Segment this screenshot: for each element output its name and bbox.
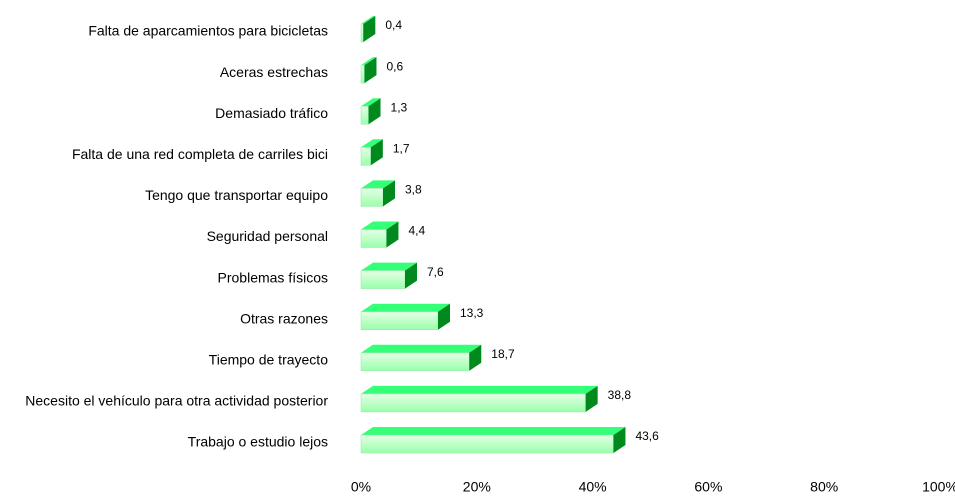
y-tick-label: Falta de aparcamientos para bicicletas (88, 23, 328, 39)
bar (360, 139, 383, 166)
x-tick-label: 40% (579, 479, 607, 495)
bar (360, 385, 598, 413)
x-tick-label: 100% (922, 479, 955, 495)
bar (360, 221, 399, 248)
bar-front (360, 64, 365, 84)
value-label: 7,6 (427, 265, 444, 279)
bar-front (360, 311, 439, 330)
bar-top (361, 427, 626, 435)
bar-front (360, 188, 384, 207)
bar-front (360, 105, 369, 125)
value-label: 43,6 (635, 429, 659, 443)
bar-top (361, 262, 418, 271)
bar (360, 180, 396, 207)
value-label: 1,7 (393, 141, 410, 155)
bar (360, 303, 451, 330)
bar-side (386, 221, 399, 248)
x-tick-label: 0% (351, 479, 371, 495)
bar-side (383, 180, 396, 207)
bar-front (360, 23, 364, 43)
value-label: 13,3 (460, 306, 484, 320)
value-label: 18,7 (491, 347, 515, 361)
bar-top (361, 385, 598, 394)
bar-front (360, 434, 614, 454)
bar-side (405, 262, 418, 289)
value-label: 3,8 (405, 183, 422, 197)
bar-top (361, 139, 383, 148)
bar-top (361, 16, 376, 24)
bar (360, 344, 482, 372)
value-label: 4,4 (408, 224, 425, 238)
bar-side (368, 98, 381, 125)
y-tick-label: Necesito el vehículo para otra actividad… (25, 393, 328, 409)
bar-top (361, 180, 396, 189)
y-tick-label: Seguridad personal (207, 228, 328, 244)
value-label: 0,6 (386, 59, 403, 73)
bar-front (360, 393, 586, 413)
bar-side (363, 16, 376, 42)
y-tick-label: Otras razones (240, 310, 328, 326)
bar (360, 427, 626, 454)
y-tick-label: Falta de una red completa de carriles bi… (72, 146, 328, 162)
y-tick-label: Tiempo de trayecto (209, 352, 329, 368)
y-tick-label: Demasiado tráfico (215, 105, 328, 121)
bar-side (469, 344, 482, 371)
bar-top (361, 344, 482, 353)
value-label: 1,3 (391, 100, 408, 114)
value-label: 0,4 (385, 18, 402, 32)
bar-front (360, 147, 372, 166)
bar-side (438, 303, 451, 330)
bar-front (360, 270, 406, 289)
bar-side (370, 139, 383, 166)
bar-side (364, 57, 377, 84)
bar (360, 57, 377, 84)
bar-top (361, 303, 451, 312)
bar-top (361, 98, 381, 107)
bar (360, 16, 376, 43)
bar-top (361, 57, 377, 66)
bar-front (360, 352, 470, 372)
bar (360, 98, 381, 125)
bar-front (360, 229, 387, 248)
bar-side (613, 427, 626, 453)
x-tick-label: 20% (463, 479, 491, 495)
bar-top (361, 221, 399, 230)
y-tick-label: Tengo que transportar equipo (145, 187, 328, 203)
y-tick-label: Aceras estrechas (220, 64, 328, 80)
x-tick-label: 80% (810, 479, 838, 495)
bar-side (585, 385, 598, 412)
y-tick-label: Problemas físicos (218, 269, 328, 285)
value-label: 38,8 (608, 388, 632, 402)
bar (360, 262, 418, 289)
y-tick-label: Trabajo o estudio lejos (188, 434, 328, 450)
x-tick-label: 60% (694, 479, 722, 495)
